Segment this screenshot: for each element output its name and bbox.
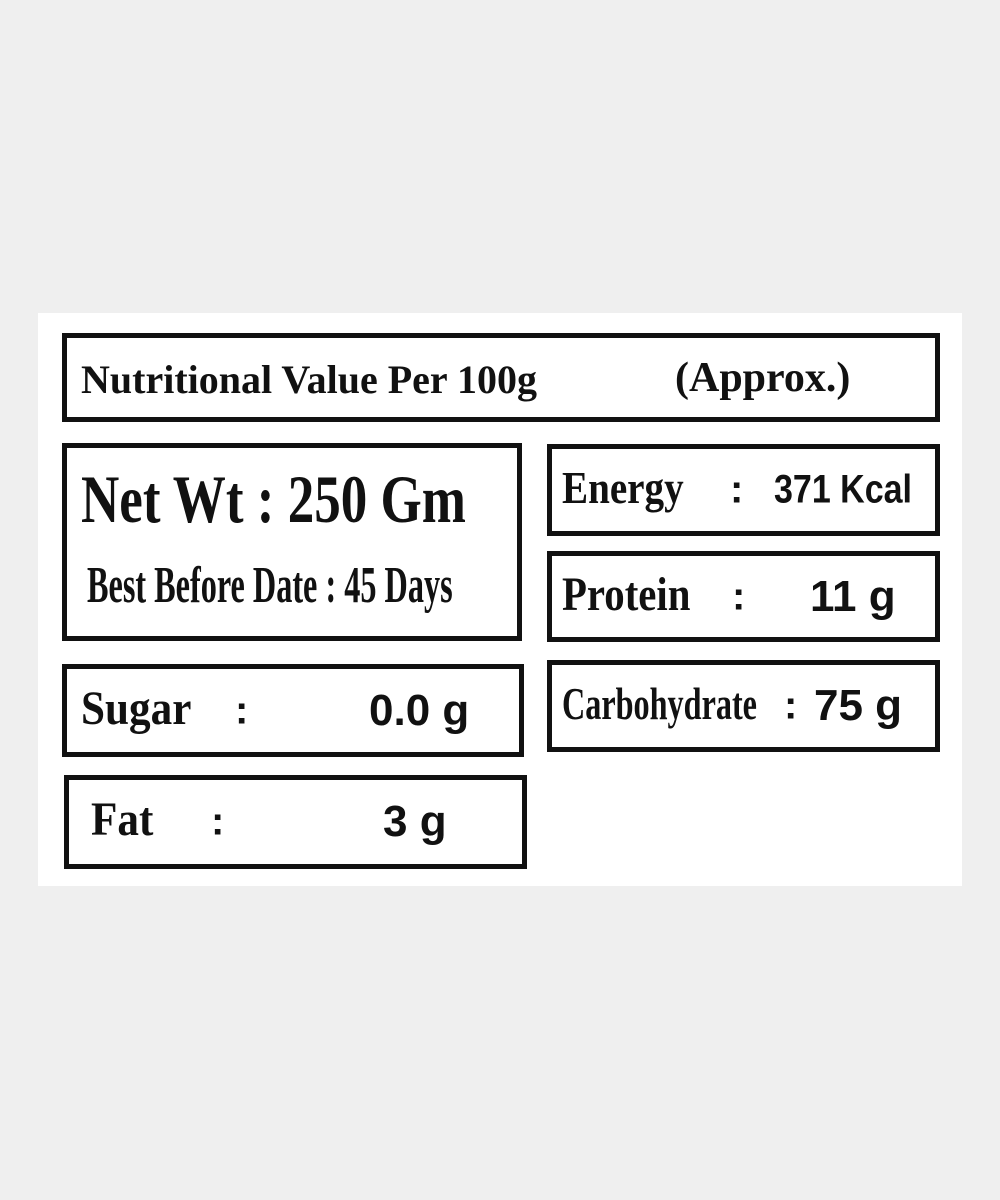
nutrient-label: Sugar — [81, 681, 192, 735]
separator: : — [211, 799, 225, 844]
title-box: Nutritional Value Per 100g (Approx.) — [62, 333, 940, 422]
nutrient-box: Fat: 3 g — [64, 775, 527, 869]
separator: : — [730, 467, 744, 512]
nutrient-box: Protein: 11 g — [547, 551, 940, 642]
net-weight: Net Wt : 250 Gm — [81, 460, 466, 539]
nutrient-box: Carbohydrate:75 g — [547, 660, 940, 752]
separator: : — [732, 574, 746, 618]
nutrient-label: Fat — [91, 792, 154, 846]
nutrient-value: 0.0 g — [369, 685, 470, 735]
nutrient-value: 3 g — [383, 797, 447, 846]
weight-box: Net Wt : 250 Gm Best Before Date : 45 Da… — [62, 443, 522, 641]
net-weight-label: Net Wt — [81, 461, 244, 537]
nutrient-box: Sugar: 0.0 g — [62, 664, 524, 757]
best-before-label: Best Before Date — [87, 557, 318, 614]
separator: : — [325, 557, 337, 614]
separator: : — [256, 461, 275, 537]
best-before: Best Before Date : 45 Days — [87, 556, 453, 615]
nutrient-label: Energy — [562, 461, 684, 513]
nutrient-box: Energy:371 Kcal — [547, 444, 940, 536]
separator: : — [784, 683, 798, 728]
best-before-value: 45 Days — [344, 557, 453, 614]
nutrient-value: 75 g — [814, 681, 903, 730]
nutrient-value: 11 g — [810, 571, 896, 621]
separator: : — [235, 688, 249, 732]
title-note: (Approx.) — [675, 355, 851, 401]
nutrient-label: Protein — [562, 567, 691, 621]
nutrient-label: Carbohydrate — [562, 677, 757, 729]
title: Nutritional Value Per 100g — [81, 357, 537, 402]
nutrient-value: 371 Kcal — [774, 467, 912, 512]
net-weight-value: 250 Gm — [287, 461, 466, 537]
